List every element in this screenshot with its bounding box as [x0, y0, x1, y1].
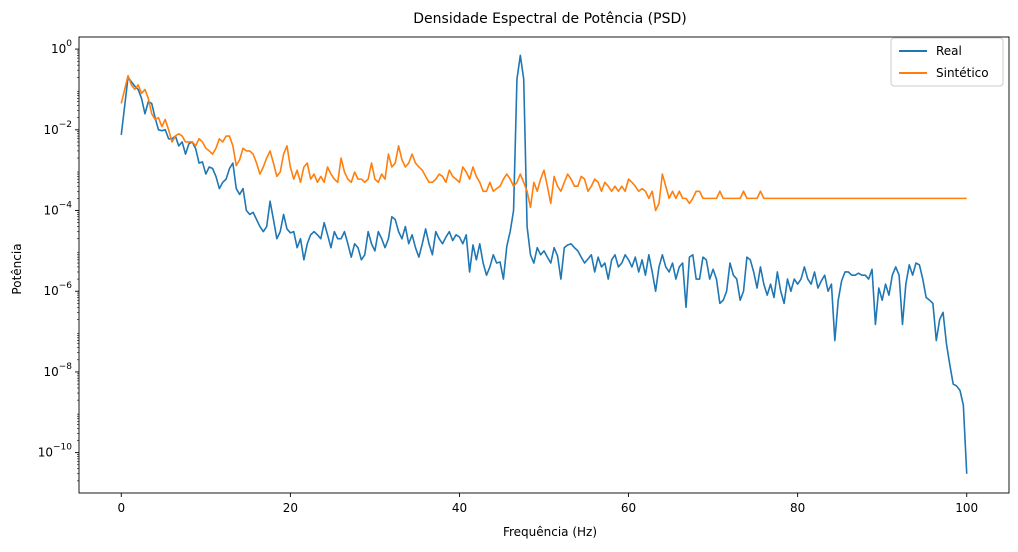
- x-tick-label: 100: [955, 501, 978, 515]
- y-tick-label: 10−2: [43, 120, 72, 137]
- y-tick-label: 10−8: [43, 362, 72, 379]
- x-tick-label: 80: [790, 501, 805, 515]
- legend-label-1: Sintético: [936, 66, 989, 80]
- y-tick-label: 10−10: [38, 443, 73, 460]
- x-tick-label: 20: [283, 501, 298, 515]
- y-axis-label: Potência: [10, 243, 24, 294]
- chart-title: Densidade Espectral de Potência (PSD): [413, 11, 686, 27]
- axes-layer: 0 20 40 60 80 100 100 10−2 10−4 10−6 10−8 10−10: [38, 36, 1010, 515]
- y-tick-label: 100: [51, 39, 72, 56]
- legend-label-0: Real: [936, 44, 962, 58]
- legend: Real Sintético: [890, 37, 1004, 87]
- x-tick-label: 40: [452, 501, 467, 515]
- series-line-1: [120, 74, 967, 212]
- y-tick-label: 10−6: [43, 281, 72, 298]
- x-tick-label: 60: [621, 501, 636, 515]
- plot-frame: [78, 36, 1010, 494]
- series-layer: [120, 54, 968, 474]
- series-line-0: [120, 54, 968, 474]
- x-axis-label: Frequência (Hz): [503, 525, 597, 539]
- x-tick-label: 0: [117, 501, 125, 515]
- y-tick-label: 10−4: [43, 201, 72, 218]
